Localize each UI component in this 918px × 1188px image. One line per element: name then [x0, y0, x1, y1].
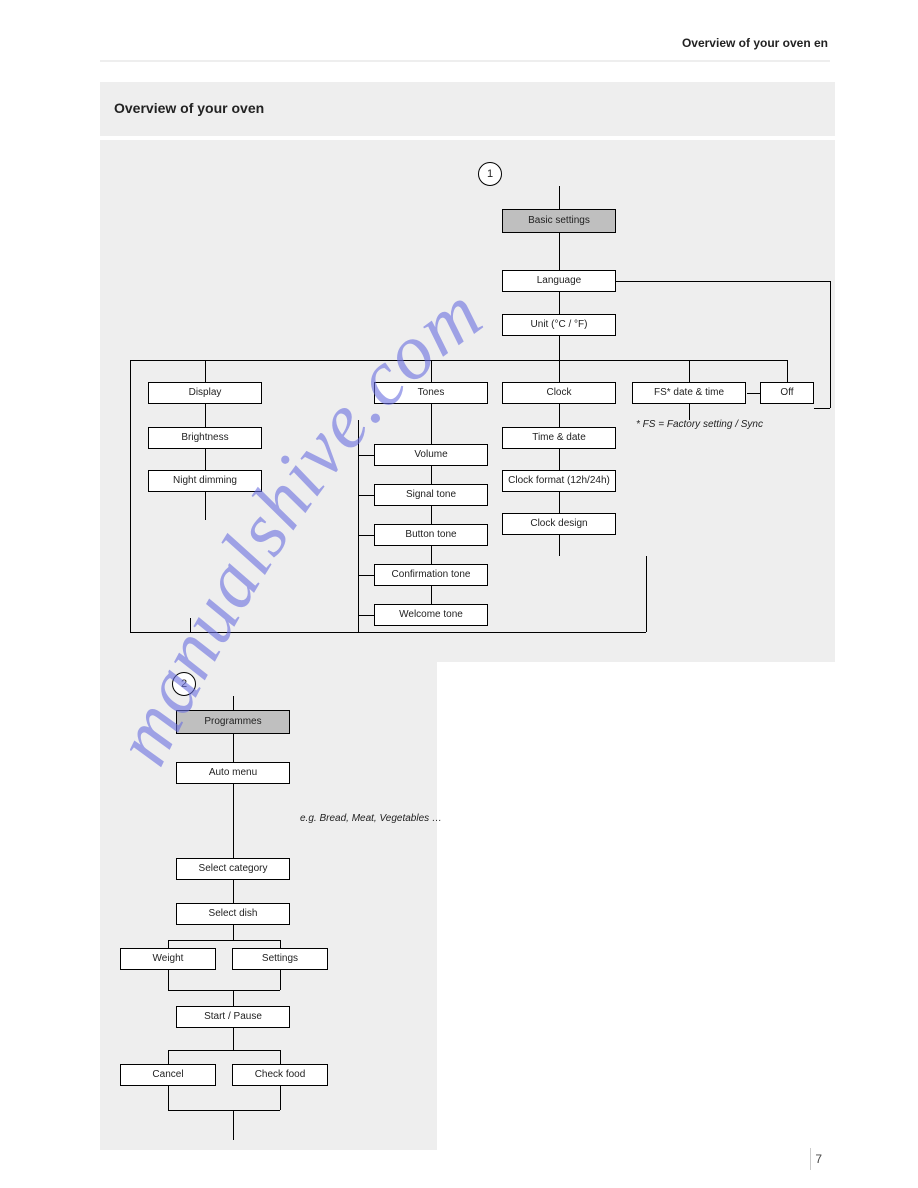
page-heading: Overview of your oven	[114, 100, 849, 116]
flow-edge	[747, 393, 760, 394]
flow-edge	[431, 586, 432, 604]
flow-node-f3: Select category	[176, 858, 290, 880]
flow-edge	[559, 233, 560, 270]
diagram-note: e.g. Bread, Meat, Vegetables …	[300, 812, 520, 825]
flow-edge	[205, 404, 206, 427]
flow-edge	[431, 404, 432, 444]
flow-node-a3: Unit (°C / °F)	[502, 314, 616, 336]
flow-edge	[431, 546, 432, 564]
flow-edge	[787, 360, 788, 382]
flow-edge	[190, 618, 191, 632]
flow-node-f1: Programmes	[176, 710, 290, 734]
flow-node-b3: Night dimming	[148, 470, 262, 492]
flow-edge	[358, 535, 374, 536]
flow-edge	[559, 492, 560, 513]
flow-edge	[130, 632, 646, 633]
flow-edge	[168, 940, 169, 948]
flow-node-c4: Button tone	[374, 524, 488, 546]
flow-edge	[233, 734, 234, 762]
flow-node-c6: Welcome tone	[374, 604, 488, 626]
flow-edge	[233, 880, 234, 903]
flow-edge	[233, 925, 234, 940]
flow-node-d1: Clock	[502, 382, 616, 404]
flow-node-d2: Time & date	[502, 427, 616, 449]
flow-edge	[233, 990, 234, 1006]
flow-node-e1: FS* date & time	[632, 382, 746, 404]
flow-edge	[168, 970, 169, 990]
flow-edge	[233, 1110, 234, 1140]
page: Overview of your oven en Overview of you…	[0, 0, 918, 1188]
step-circle-1: 1	[478, 162, 502, 186]
flow-edge	[830, 281, 831, 408]
flow-node-f7a: Cancel	[120, 1064, 216, 1086]
flow-node-d3: Clock format (12h/24h)	[502, 470, 616, 492]
flow-edge	[559, 360, 560, 382]
flow-edge	[559, 186, 560, 210]
flow-edge	[689, 360, 690, 382]
flow-node-a2: Language	[502, 270, 616, 292]
flow-edge	[205, 360, 206, 382]
flow-edge	[168, 990, 280, 991]
flow-edge	[559, 404, 560, 427]
flow-node-d4: Clock design	[502, 513, 616, 535]
flow-edge	[616, 281, 830, 282]
flow-edge	[168, 1110, 280, 1111]
flow-edge	[358, 455, 374, 456]
flow-edge	[168, 1086, 169, 1110]
flow-edge	[358, 575, 374, 576]
flow-edge	[233, 696, 234, 710]
flow-edge	[168, 1050, 280, 1051]
flow-node-f5a: Weight	[120, 948, 216, 970]
flow-edge	[431, 360, 432, 382]
flow-edge	[233, 784, 234, 858]
flow-edge	[559, 336, 560, 360]
flow-node-c1: Tones	[374, 382, 488, 404]
flow-edge	[814, 408, 830, 409]
flow-edge	[280, 940, 281, 948]
flow-edge	[559, 291, 560, 316]
flow-edge	[358, 618, 359, 632]
flow-edge	[358, 495, 374, 496]
flow-edge	[280, 1050, 281, 1064]
flow-edge	[280, 970, 281, 990]
flow-node-b2: Brightness	[148, 427, 262, 449]
page-number: 7	[815, 1152, 822, 1166]
flow-edge	[233, 1028, 234, 1050]
flow-edge	[280, 1086, 281, 1110]
flow-edge	[130, 360, 131, 632]
flow-edge	[431, 466, 432, 484]
heading-band: Overview of your oven	[100, 82, 835, 136]
flow-node-c2: Volume	[374, 444, 488, 466]
flow-edge	[358, 420, 359, 632]
flow-node-a1: Basic settings	[502, 209, 616, 233]
flow-node-f6: Start / Pause	[176, 1006, 290, 1028]
flow-edge	[205, 492, 206, 520]
top-rule	[100, 60, 830, 62]
flow-edge	[358, 615, 374, 616]
page-number-rule	[810, 1148, 811, 1170]
flow-node-b1: Display	[148, 382, 262, 404]
flow-node-c5: Confirmation tone	[374, 564, 488, 586]
flow-edge	[168, 1050, 169, 1064]
flow-edge	[559, 535, 560, 556]
step-circle-2: 2	[172, 672, 196, 696]
flow-edge	[168, 940, 280, 941]
flow-edge	[559, 449, 560, 470]
flow-node-f5b: Settings	[232, 948, 328, 970]
flow-node-e2: Off	[760, 382, 814, 404]
flow-edge	[431, 506, 432, 524]
flow-edge	[646, 556, 647, 632]
flow-edge	[205, 449, 206, 470]
flow-node-c3: Signal tone	[374, 484, 488, 506]
diagram-note: * FS = Factory setting / Sync	[636, 418, 806, 431]
header-right: Overview of your oven en	[682, 36, 828, 50]
flow-node-f2: Auto menu	[176, 762, 290, 784]
flow-node-f4: Select dish	[176, 903, 290, 925]
flow-node-f7b: Check food	[232, 1064, 328, 1086]
